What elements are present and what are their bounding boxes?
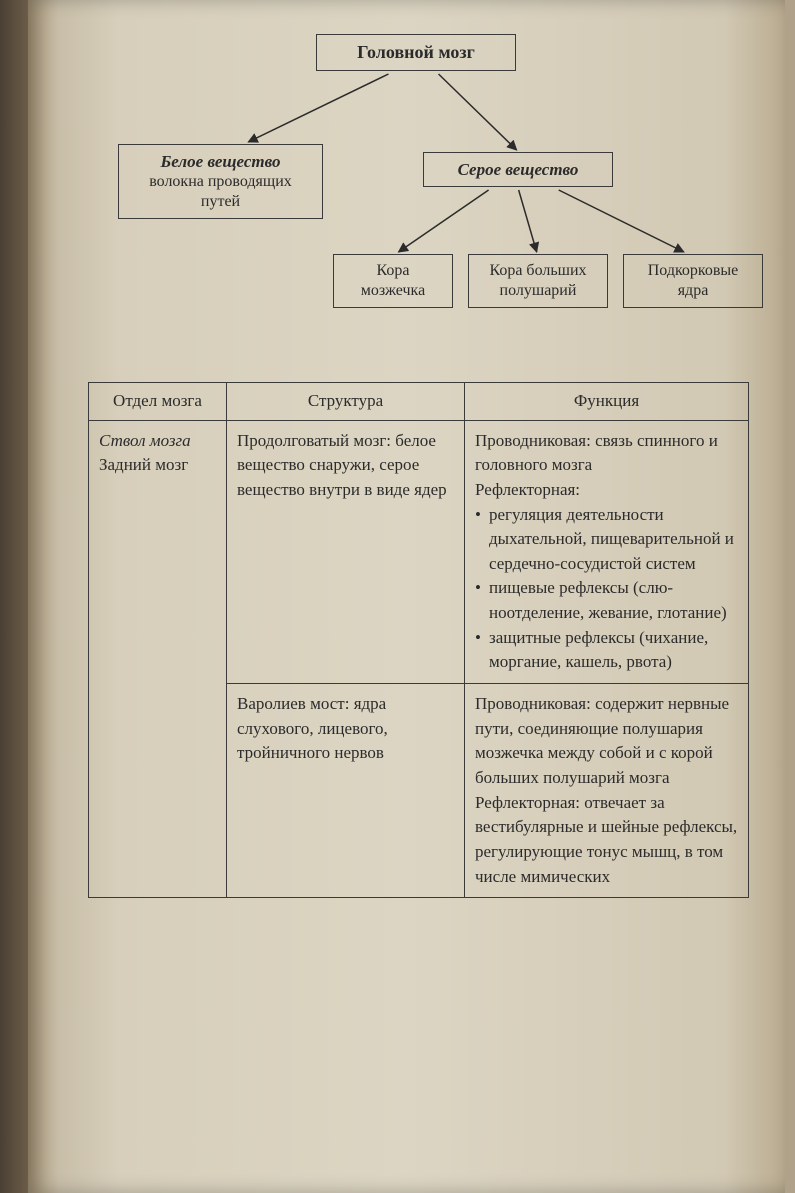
table-row: Ствол мозга Задний мозг Продолговатый мо…: [89, 420, 749, 683]
section-title: Ствол мозга: [99, 431, 191, 450]
func-bullet: регуляция деятельности дыхательной, пище…: [475, 503, 738, 577]
cell-section: Ствол мозга Задний мозг: [89, 420, 227, 898]
cell-function: Проводниковая: связь спин­ного и головно…: [465, 420, 749, 683]
func-lead-2: Рефлекторная: отвечает за вестибулярные …: [475, 791, 738, 890]
node-cerebellar-cortex: Кора мозжечка: [333, 254, 453, 308]
node-root-label: Головной мозг: [357, 42, 475, 62]
func-lead-1: Проводниковая: содержит нервные пути, со…: [475, 692, 738, 791]
brain-table: Отдел мозга Структура Функция Ствол мозг…: [88, 382, 749, 898]
cell-structure: Продолговатый мозг: белое вещество сна­р…: [227, 420, 465, 683]
func-bullet: пищевые рефлексы (слю­ноотделение, жеван…: [475, 576, 738, 625]
brain-hierarchy-chart: Головной мозг Белое вещество волокна про…: [88, 34, 749, 364]
node-root: Головной мозг: [316, 34, 516, 71]
func-bullet: защитные рефлексы (чи­хание, моргание, к…: [475, 626, 738, 675]
col-header-structure: Структура: [227, 383, 465, 421]
cell-function: Проводниковая: содержит нервные пути, со…: [465, 684, 749, 898]
node-cereb-label: Кора мозжечка: [361, 262, 425, 299]
node-white-title: Белое вещество: [129, 151, 312, 172]
node-white-matter: Белое вещество волокна проводящих путей: [118, 144, 323, 219]
node-grey-matter: Серое вещество: [423, 152, 613, 187]
func-lead-2: Рефлекторная:: [475, 478, 738, 503]
col-header-function: Функция: [465, 383, 749, 421]
col-header-section: Отдел мозга: [89, 383, 227, 421]
func-bullets: регуляция деятельности дыхательной, пище…: [475, 503, 738, 675]
section-sub: Задний мозг: [99, 455, 188, 474]
func-lead-1: Проводниковая: связь спин­ного и головно…: [475, 429, 738, 478]
node-hemis-label: Кора больших полушарий: [489, 262, 586, 299]
table-header-row: Отдел мозга Структура Функция: [89, 383, 749, 421]
node-hemispheres-cortex: Кора больших полушарий: [468, 254, 608, 308]
node-white-sub: волокна проводящих путей: [129, 172, 312, 212]
cell-structure: Варолиев мост: ядра слухового, лицевого,…: [227, 684, 465, 898]
node-grey-title: Серое вещество: [434, 159, 602, 180]
node-subc-label: Подкорковые ядра: [648, 262, 739, 299]
node-subcortical-nuclei: Подкорковые ядра: [623, 254, 763, 308]
